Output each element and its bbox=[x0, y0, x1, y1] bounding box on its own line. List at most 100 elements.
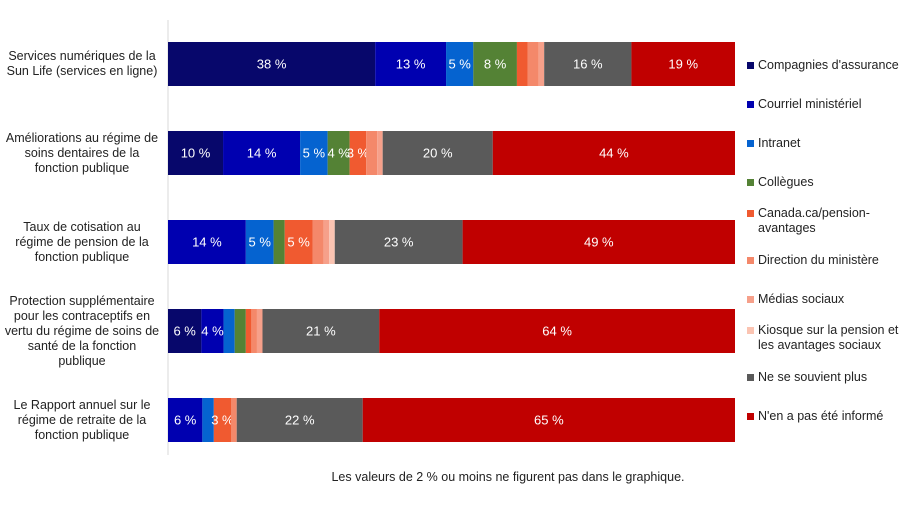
legend-item: Canada.ca/pension-avantages bbox=[747, 206, 900, 236]
category-label: Le Rapport annuel sur le régime de retra… bbox=[13, 397, 151, 442]
bar-segment bbox=[245, 309, 252, 353]
bar-segment bbox=[256, 309, 263, 353]
data-label: 14 % bbox=[192, 235, 222, 250]
bar-segment bbox=[377, 131, 383, 175]
data-label: 6 % bbox=[174, 413, 197, 428]
legend-label: Direction du ministère bbox=[758, 253, 879, 267]
category-label: Améliorations au régime de soins dentair… bbox=[5, 130, 159, 175]
data-label: 65 % bbox=[534, 413, 564, 428]
bar-segment bbox=[168, 309, 202, 353]
legend-label: Courriel ministériel bbox=[758, 97, 862, 111]
data-label: 22 % bbox=[285, 413, 315, 428]
legend-item: Kiosque sur la pension et les avantages … bbox=[747, 323, 900, 353]
bar-segment bbox=[236, 398, 363, 442]
data-label: 4 % bbox=[201, 324, 224, 339]
legend-item: N'en a pas été informé bbox=[747, 409, 883, 424]
data-label: 13 % bbox=[396, 57, 426, 72]
legend-swatch bbox=[747, 140, 754, 147]
legend-swatch bbox=[747, 327, 754, 334]
data-label: 10 % bbox=[181, 146, 211, 161]
legend-swatch bbox=[747, 257, 754, 264]
bar-segment bbox=[168, 131, 224, 175]
bar-segment bbox=[223, 131, 301, 175]
legend-label: Compagnies d'assurance bbox=[758, 58, 899, 72]
data-label: 4 % bbox=[327, 146, 350, 161]
data-label: 64 % bbox=[542, 324, 572, 339]
legend-swatch bbox=[747, 62, 754, 69]
legend-swatch bbox=[747, 210, 754, 217]
data-label: 23 % bbox=[384, 235, 414, 250]
bar-segment bbox=[168, 398, 203, 442]
bar-segment bbox=[202, 398, 214, 442]
bar-segment bbox=[334, 220, 463, 264]
legend-label: Collègues bbox=[758, 175, 814, 189]
bar-segment bbox=[231, 398, 237, 442]
bar-segment bbox=[273, 220, 285, 264]
data-label: 8 % bbox=[484, 57, 507, 72]
bar-segment bbox=[631, 42, 735, 86]
bar-segment bbox=[362, 398, 735, 442]
bar-segment bbox=[379, 309, 735, 353]
category-label: Services numériques de la Sun Life (serv… bbox=[6, 49, 158, 78]
legend-item: Médias sociaux bbox=[747, 292, 844, 307]
legend-item: Intranet bbox=[747, 136, 800, 151]
bar-segment bbox=[527, 42, 539, 86]
legend-swatch bbox=[747, 101, 754, 108]
bar-segment bbox=[201, 309, 224, 353]
bar-segment bbox=[382, 131, 493, 175]
data-label: 5 % bbox=[448, 57, 471, 72]
bar-segment bbox=[329, 220, 335, 264]
bar-segment bbox=[251, 309, 257, 353]
legend-swatch bbox=[747, 296, 754, 303]
data-label: 5 % bbox=[287, 235, 310, 250]
legend-label: N'en a pas été informé bbox=[758, 409, 884, 423]
data-label: 44 % bbox=[599, 146, 629, 161]
chart-note: Les valeurs de 2 % ou moins ne figurent … bbox=[331, 470, 685, 484]
legend-label: Intranet bbox=[758, 136, 801, 150]
bar-segment bbox=[245, 220, 274, 264]
legend-item: Ne se souvient plus bbox=[747, 370, 867, 385]
data-label: 21 % bbox=[306, 324, 336, 339]
legend-swatch bbox=[747, 179, 754, 186]
bar-segment bbox=[327, 131, 350, 175]
bar-segment bbox=[544, 42, 632, 86]
bar-segment bbox=[538, 42, 545, 86]
legend-item: Courriel ministériel bbox=[747, 97, 862, 112]
bar-segment bbox=[312, 220, 324, 264]
data-label: 20 % bbox=[423, 146, 453, 161]
legend-item: Collègues bbox=[747, 175, 814, 190]
bar-segment bbox=[516, 42, 528, 86]
data-label: 16 % bbox=[573, 57, 603, 72]
bar-segment bbox=[300, 131, 328, 175]
bar-segment bbox=[323, 220, 330, 264]
legend-item: Compagnies d'assurance bbox=[747, 58, 899, 73]
legend-item: Direction du ministère bbox=[747, 253, 879, 268]
bar-segment bbox=[262, 309, 380, 353]
legend-label: Kiosque sur la pension et les avantages … bbox=[758, 323, 899, 352]
bar-segment bbox=[284, 220, 313, 264]
bar-segment bbox=[223, 309, 235, 353]
data-label: 38 % bbox=[257, 57, 287, 72]
legend-label: Ne se souvient plus bbox=[758, 370, 868, 384]
bar-segment bbox=[446, 42, 474, 86]
legend-swatch bbox=[747, 374, 754, 381]
data-label: 14 % bbox=[247, 146, 277, 161]
category-label: Protection supplémentaire pour les contr… bbox=[4, 293, 160, 368]
data-label: 19 % bbox=[668, 57, 698, 72]
category-label: Taux de cotisation au régime de pension … bbox=[15, 219, 149, 264]
data-label: 49 % bbox=[584, 235, 614, 250]
bar-segment bbox=[168, 220, 246, 264]
bar-segment bbox=[473, 42, 517, 86]
bar-segment bbox=[349, 131, 367, 175]
data-label: 3 % bbox=[347, 146, 370, 161]
data-label: 3 % bbox=[211, 413, 234, 428]
bar-segment bbox=[492, 131, 735, 175]
data-label: 5 % bbox=[303, 146, 326, 161]
legend-label: Canada.ca/pension-avantages bbox=[758, 206, 870, 235]
data-label: 5 % bbox=[249, 235, 272, 250]
data-label: 6 % bbox=[173, 324, 196, 339]
bar-segment bbox=[462, 220, 735, 264]
bar-segment bbox=[234, 309, 246, 353]
legend-swatch bbox=[747, 413, 754, 420]
